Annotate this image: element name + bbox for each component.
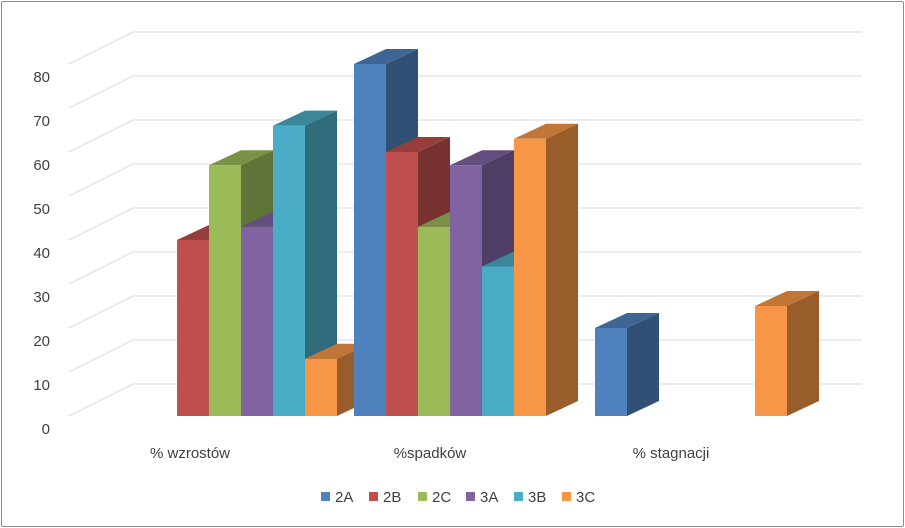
category-label: % wzrostów: [150, 445, 230, 462]
bars: [177, 49, 819, 417]
bar-side: [787, 291, 819, 416]
legend-label: 2B: [383, 489, 401, 506]
y-tick-label: 20: [33, 333, 50, 350]
legend-swatch: [369, 492, 378, 501]
bar-3C-2: [755, 291, 819, 416]
bar-front: [595, 328, 627, 416]
bar-front: [209, 165, 241, 416]
gridline-diagonal: [68, 207, 134, 241]
y-tick-label: 30: [33, 289, 50, 306]
legend-label: 2C: [432, 489, 451, 506]
bar-front: [514, 138, 546, 417]
legend-label: 3A: [480, 489, 498, 506]
legend-item-3B: 3B: [514, 489, 546, 506]
bar-front: [418, 226, 450, 416]
legend-swatch: [514, 492, 523, 501]
bar-front: [354, 64, 386, 416]
bar-side: [305, 110, 337, 416]
legend-label: 2A: [335, 489, 353, 506]
category-label: %spadków: [394, 445, 467, 462]
bar-front: [450, 165, 482, 416]
y-axis-tick-labels: 0 10 20 30 40 50 60 70 80: [33, 69, 50, 438]
legend-swatch: [418, 492, 427, 501]
bar-top: [514, 123, 578, 139]
gridline-diagonal: [68, 75, 134, 109]
bar-top: [273, 110, 337, 126]
bar-side: [627, 313, 659, 416]
y-tick-label: 0: [42, 421, 50, 438]
gridline-diagonal: [68, 119, 134, 153]
legend-item-2A: 2A: [321, 489, 353, 506]
bar-front: [305, 358, 337, 416]
legend: 2A 2B 2C 3A 3B 3C: [321, 489, 595, 506]
legend-swatch: [562, 492, 571, 501]
legend-item-2C: 2C: [418, 489, 451, 506]
gridline-diagonal: [68, 31, 134, 65]
legend-label: 3C: [576, 489, 595, 506]
bar-top: [450, 150, 514, 166]
legend-swatch: [321, 492, 330, 501]
bar-front: [386, 152, 418, 416]
y-tick-label: 10: [33, 377, 50, 394]
y-tick-label: 50: [33, 201, 50, 218]
bar-top: [305, 343, 369, 359]
bar-3C-1: [514, 123, 578, 417]
bar-3B-0: [273, 110, 337, 416]
legend-item-3A: 3A: [466, 489, 498, 506]
legend-label: 3B: [528, 489, 546, 506]
gridline-diagonal: [68, 383, 134, 417]
legend-item-2B: 2B: [369, 489, 401, 506]
bar-front: [273, 125, 305, 416]
bar-2A-2: [595, 313, 659, 416]
legend-item-3C: 3C: [562, 489, 595, 506]
bar-top: [386, 137, 450, 152]
bar-side: [546, 123, 578, 417]
y-tick-label: 80: [33, 69, 50, 86]
y-tick-label: 60: [33, 157, 50, 174]
bar-top: [755, 291, 819, 306]
bar-front: [482, 266, 514, 416]
x-axis-category-labels: % wzrostów %spadków % stagnacji: [150, 445, 709, 462]
gridline-diagonal: [68, 251, 134, 285]
y-tick-label: 70: [33, 113, 50, 130]
bar-top: [354, 49, 418, 64]
bar-top: [595, 313, 659, 328]
legend-swatch: [466, 492, 475, 501]
bar-front: [241, 226, 273, 416]
bar-front: [755, 306, 787, 416]
gridline-diagonal: [68, 295, 134, 329]
gridline-diagonal: [68, 163, 134, 197]
bar-front: [177, 240, 209, 416]
category-label: % stagnacji: [633, 445, 710, 462]
gridline-diagonal: [68, 339, 134, 373]
y-tick-label: 40: [33, 245, 50, 262]
bar-top: [209, 150, 273, 166]
